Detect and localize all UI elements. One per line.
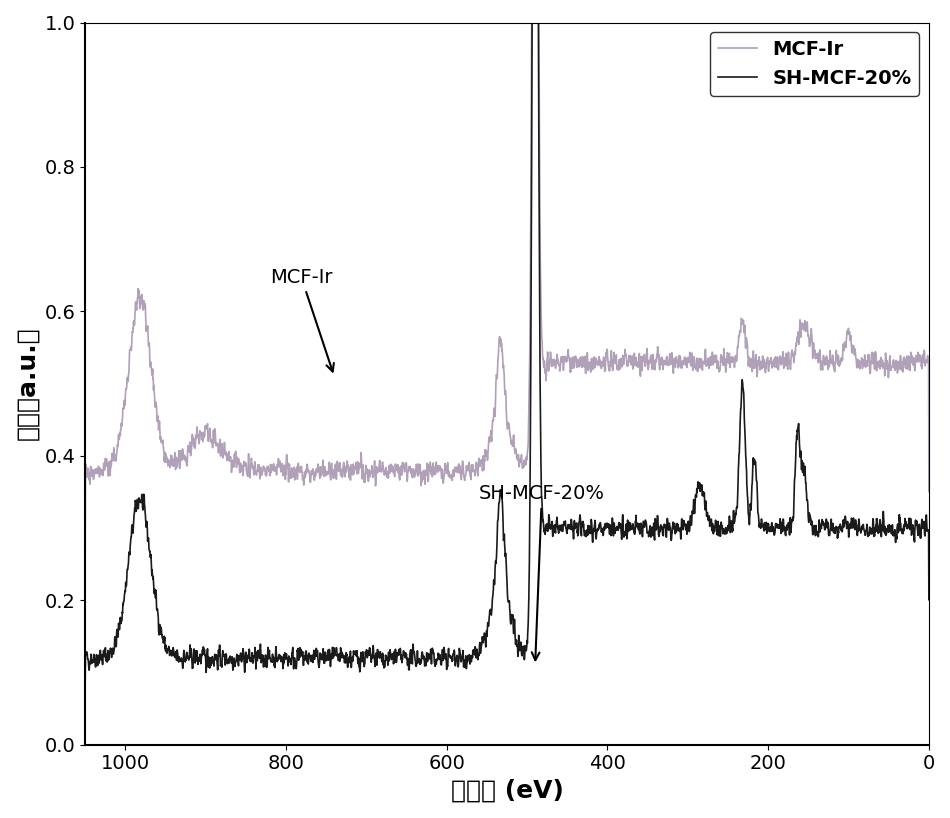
MCF-Ir — [440, 463, 451, 473]
SH-MCF-20% — [226, 654, 238, 664]
X-axis label: 结合能 (eV): 结合能 (eV) — [450, 779, 563, 803]
MCF-Ir — [923, 487, 935, 497]
Line: SH-MCF-20%: SH-MCF-20% — [86, 0, 929, 686]
Line: MCF-Ir: MCF-Ir — [86, 0, 929, 570]
SH-MCF-20% — [176, 653, 187, 663]
MCF-Ir — [176, 454, 187, 464]
MCF-Ir — [816, 357, 827, 366]
SH-MCF-20% — [923, 595, 935, 605]
SH-MCF-20% — [907, 519, 919, 529]
Legend: MCF-Ir, SH-MCF-20%: MCF-Ir, SH-MCF-20% — [710, 32, 920, 96]
MCF-Ir — [907, 358, 919, 368]
SH-MCF-20% — [816, 517, 827, 527]
SH-MCF-20% — [403, 665, 414, 675]
SH-MCF-20% — [80, 681, 91, 691]
MCF-Ir — [403, 461, 414, 471]
MCF-Ir — [226, 468, 238, 478]
SH-MCF-20% — [440, 654, 451, 664]
Text: SH-MCF-20%: SH-MCF-20% — [479, 484, 605, 660]
Y-axis label: 强度（a.u.）: 强度（a.u.） — [15, 327, 39, 440]
MCF-Ir — [80, 565, 91, 575]
Text: MCF-Ir: MCF-Ir — [270, 267, 333, 371]
